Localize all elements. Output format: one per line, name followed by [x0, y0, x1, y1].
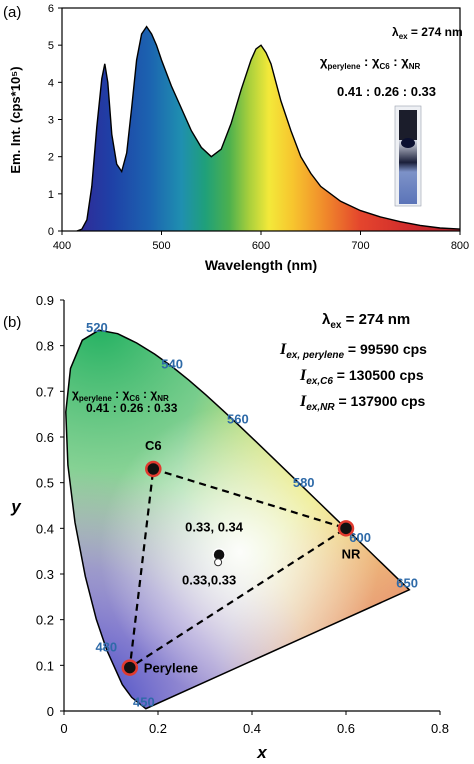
emitter-triangle	[128, 467, 349, 670]
x-tick-label: 0.6	[337, 721, 355, 736]
y-tick-label: 0.6	[36, 430, 54, 445]
x-tick-label: 0.8	[431, 721, 449, 736]
panel-a-x-ticks: 400 500 600 700 800	[53, 231, 469, 252]
y-tick-label: 0.7	[36, 384, 54, 399]
panel-b-x-ticks: 0 0.2 0.4 0.6 0.8	[60, 711, 449, 736]
y-tick-label: 0.8	[36, 339, 54, 354]
x-tick-label: 0	[60, 721, 67, 736]
panel-b-ratio-values: 0.41 : 0.26 : 0.33	[86, 401, 178, 415]
point-label: Perylene	[144, 661, 198, 676]
x-tick-label: 700	[351, 240, 369, 252]
y-tick-label: 2	[48, 152, 54, 164]
panel-a-ratio-formula: χperylene : χC6 : χNR	[320, 54, 420, 71]
x-tick-label: 600	[252, 240, 270, 252]
panel-b-plot: 00.10.20.30.40.50.60.70.80.9 0 0.2 0.4 0.6 0…	[10, 293, 449, 762]
y-tick-label: 0.1	[36, 658, 54, 673]
vial-photo	[394, 105, 422, 207]
y-tick-label: 1	[48, 189, 54, 201]
panel-a-excitation-label: λex = 274 nm	[392, 25, 463, 41]
panel-label-b: (b)	[3, 314, 21, 331]
point-label: 0.33, 0.34	[185, 520, 244, 535]
wavelength-label: 580	[293, 475, 315, 490]
white-point	[214, 558, 223, 567]
emission-spectrum-area	[76, 26, 461, 231]
point-label: 0.33,0.33	[182, 572, 236, 587]
y-tick-label: 0	[48, 226, 54, 238]
wavelength-label: 480	[95, 640, 117, 655]
panel-label-a: (a)	[3, 4, 21, 21]
wavelength-label: 450	[133, 694, 155, 709]
intensity-nr: Iex,NR = 137900 cps	[299, 393, 425, 413]
x-tick-label: 0.4	[243, 721, 261, 736]
panel-b-x-axis-label: x	[256, 743, 268, 762]
x-tick-label: 400	[53, 240, 71, 252]
y-tick-label: 3	[48, 115, 54, 127]
emission-spectrum-line	[76, 25, 461, 232]
y-tick-label: 0.5	[36, 476, 54, 491]
emitter-point	[337, 520, 355, 537]
y-tick-label: 0.2	[36, 613, 54, 628]
x-tick-label: 800	[451, 240, 469, 252]
panel-a-y-axis-label: Em. Int. (cps*10⁵)	[8, 66, 23, 173]
panel-a-y-ticks: 0 1 2 3 4 5 6	[48, 3, 62, 238]
y-tick-label: 0.4	[36, 521, 54, 536]
spectral-locus-outline	[65, 329, 411, 710]
panel-b-y-ticks: 0 0.1 0.2 0.3 0.4 0.5 0.6 0.7 0.8 0.9	[36, 293, 64, 719]
point-label: NR	[342, 546, 361, 561]
y-tick-label: 5	[48, 40, 54, 52]
wavelength-label: 650	[396, 576, 418, 591]
cie-point-markers	[121, 460, 355, 676]
x-tick-label: 0.2	[149, 721, 167, 736]
wavelength-label: 520	[86, 320, 108, 335]
panel-a-ratio-values: 0.41 : 0.26 : 0.33	[337, 84, 436, 99]
panel-b-ratio-formula: χperylene : χC6 : χNR	[72, 387, 169, 403]
panel-a-x-axis-label: Wavelength (nm)	[205, 257, 317, 273]
y-tick-label: 0.9	[36, 293, 54, 308]
emitter-point	[121, 659, 139, 676]
x-tick-label: 500	[152, 240, 170, 252]
cie-point-labels: C6 NR Perylene 0.33, 0.34 0.33,0.33	[144, 438, 361, 676]
wavelength-label: 600	[349, 530, 371, 545]
y-tick-label: 0.3	[36, 567, 54, 582]
y-tick-label: 0	[47, 704, 54, 719]
intensity-perylene: Iex, perylene = 99590 cps	[279, 341, 427, 361]
panel-b-excitation-label: λex = 274 nm	[322, 311, 410, 331]
intensity-c6: Iex,C6 = 130500 cps	[299, 367, 424, 387]
point-label: C6	[145, 438, 162, 453]
y-tick-label: 6	[48, 3, 54, 15]
wavelength-label: 540	[161, 357, 183, 372]
emitter-point	[145, 460, 162, 478]
y-tick-label: 4	[48, 77, 54, 89]
wavelength-label: 560	[227, 411, 249, 426]
spectral-wavelength-labels: 450 480 520 540 560 580 600 650	[86, 320, 418, 709]
panel-b-y-axis-label: y	[10, 497, 22, 516]
